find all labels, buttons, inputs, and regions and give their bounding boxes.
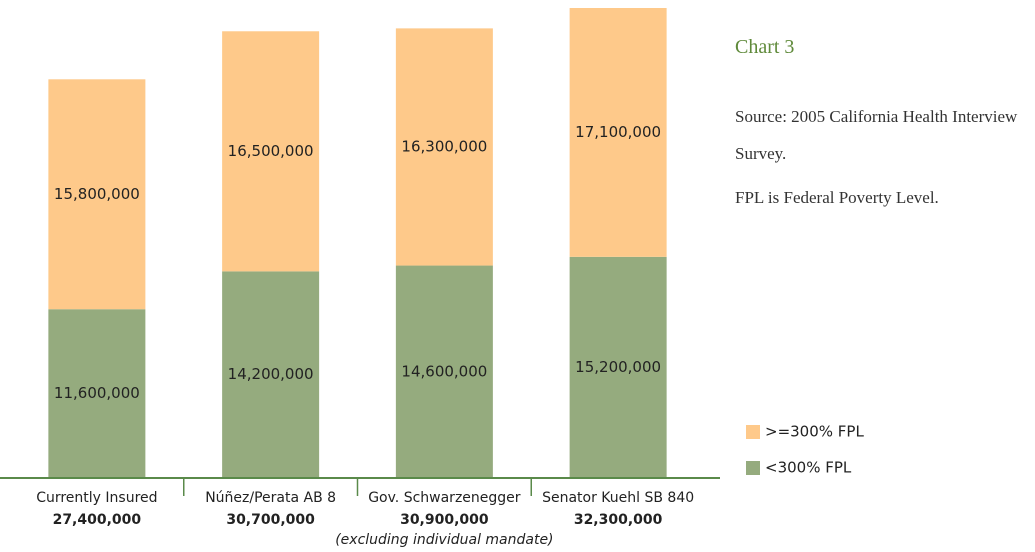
category-total: 30,900,000	[400, 512, 489, 528]
value-label: 11,600,000	[54, 384, 140, 402]
legend-swatch	[746, 461, 760, 475]
value-label: 14,600,000	[401, 362, 487, 380]
bar-segment	[395, 265, 493, 478]
category-total: 30,700,000	[226, 512, 315, 528]
bar-segment	[395, 28, 493, 266]
x-tick-label: Núñez/Perata AB 8	[205, 490, 336, 506]
legend-label: <300% FPL	[765, 459, 852, 477]
x-tick-label: Gov. Schwarzenegger	[368, 490, 521, 506]
value-label: 16,300,000	[401, 137, 487, 155]
x-tick-label: Currently Insured	[36, 490, 157, 506]
bar-segment	[222, 271, 320, 478]
value-label: 16,500,000	[228, 142, 314, 160]
value-label: 15,200,000	[575, 358, 661, 376]
legend-label: >=300% FPL	[765, 423, 864, 441]
category-total: 32,300,000	[574, 512, 663, 528]
legend-swatch	[746, 425, 760, 439]
bar-segment	[222, 31, 320, 272]
annotation: (excluding individual mandate)	[335, 532, 553, 548]
value-label: 14,200,000	[228, 365, 314, 383]
x-tick-label: Senator Kuehl SB 840	[542, 490, 694, 506]
bar-segment	[569, 256, 667, 478]
category-total: 27,400,000	[53, 512, 142, 528]
bar-segment	[48, 79, 146, 310]
value-label: 17,100,000	[575, 123, 661, 141]
bar-segment	[48, 309, 146, 478]
note: FPL is Federal Poverty Level.	[735, 188, 939, 207]
value-label: 15,800,000	[54, 185, 140, 203]
source: Source: 2005 California Health Interview…	[735, 107, 1018, 163]
bar-segment	[569, 8, 667, 257]
chart: 11,600,000 15,800,000 Currently Insured 27,…	[0, 8, 720, 548]
chart-title: Chart 3	[735, 36, 795, 58]
